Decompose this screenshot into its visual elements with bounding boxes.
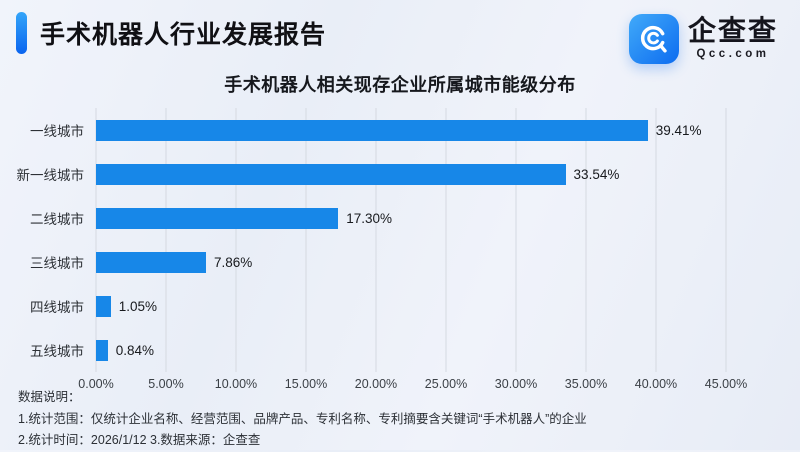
x-axis: 0.00% 5.00% 10.00% 15.00% 20.00% 25.00% 30.00%… xyxy=(78,372,747,392)
chart-title: 手术机器人相关现存企业所属城市能级分布 xyxy=(224,75,576,95)
gridline xyxy=(655,108,657,372)
header: 手术机器人行业发展报告 企查查 Qcc.com xyxy=(16,12,778,64)
bar-row-三线城市: 三线城市 7.86% xyxy=(30,240,726,284)
title-accent-bar xyxy=(16,12,27,54)
bar-row-五线城市: 五线城市 0.84% xyxy=(30,328,726,372)
category-label: 一线城市 xyxy=(30,124,84,139)
bar-row-新一线城市: 新一线城市 33.54% xyxy=(17,152,726,196)
x-tick-label: 20.00% xyxy=(354,377,398,391)
gridline xyxy=(305,108,307,372)
value-label: 7.86% xyxy=(214,254,253,270)
notes: 数据说明： 1.统计范围：仅统计企业名称、经营范围、品牌产品、专利名称、专利摘要… xyxy=(18,387,587,452)
category-label: 三线城市 xyxy=(30,256,84,271)
gridline xyxy=(235,108,237,372)
bar-row-二线城市: 二线城市 17.30% xyxy=(30,196,726,240)
x-tick-label: 45.00% xyxy=(704,377,748,391)
bar-row-一线城市: 一线城市 39.41% xyxy=(30,108,726,152)
value-label: 1.05% xyxy=(118,298,157,314)
note-line-2: 2.统计时间：2026/1/12 3.数据来源：企查查 xyxy=(18,433,261,447)
gridline xyxy=(375,108,377,372)
bar-row-四线城市: 四线城市 1.05% xyxy=(30,284,726,328)
category-label: 新一线城市 xyxy=(16,168,85,183)
x-tick-label: 35.00% xyxy=(564,377,608,391)
bar xyxy=(96,339,108,361)
gridline xyxy=(515,108,517,372)
x-tick-label: 40.00% xyxy=(634,377,678,391)
bar xyxy=(96,207,339,229)
category-label: 二线城市 xyxy=(30,212,84,227)
bar xyxy=(96,251,207,273)
value-label: 39.41% xyxy=(655,122,702,138)
x-tick-label: 30.00% xyxy=(494,377,538,391)
value-label: 17.30% xyxy=(346,210,392,226)
x-tick-label: 10.00% xyxy=(214,377,258,391)
note-line-1: 1.统计范围：仅统计企业名称、经营范围、品牌产品、专利名称、专利摘要含关键词“手… xyxy=(18,411,587,426)
bar xyxy=(96,295,111,317)
x-tick-label: 5.00% xyxy=(148,377,184,391)
qcc-logo-domain: Qcc.com xyxy=(696,48,770,61)
value-label: 0.84% xyxy=(115,342,155,358)
bar-chart: 一线城市 39.41% 新一线城市 33.54% 二线城市 17.30% 三线城市 7.86%… xyxy=(16,108,776,392)
gridline xyxy=(725,108,727,372)
notes-heading: 数据说明： xyxy=(18,390,81,404)
x-tick-label: 25.00% xyxy=(424,377,468,391)
qcc-logo-name: 企查查 xyxy=(687,15,778,47)
category-label: 五线城市 xyxy=(30,344,84,359)
x-tick-label: 15.00% xyxy=(284,377,328,391)
bar xyxy=(96,119,648,141)
gridline xyxy=(95,108,97,372)
category-label: 四线城市 xyxy=(30,300,84,315)
qcc-logo-icon xyxy=(628,14,679,64)
bar xyxy=(96,163,566,185)
report-title: 手术机器人行业发展报告 xyxy=(40,21,327,49)
qcc-logo-text: 企查查 Qcc.com xyxy=(688,17,778,61)
plot-area: 一线城市 39.41% 新一线城市 33.54% 二线城市 17.30% 三线城市 7.86%… xyxy=(17,108,727,372)
report-title-block: 手术机器人行业发展报告 xyxy=(16,12,326,54)
value-label: 33.54% xyxy=(573,166,620,182)
gridline xyxy=(445,108,447,372)
gridline xyxy=(165,108,167,372)
gridline xyxy=(585,108,587,372)
x-tick-label: 0.00% xyxy=(78,377,114,391)
qcc-logo: 企查查 Qcc.com xyxy=(628,12,778,64)
